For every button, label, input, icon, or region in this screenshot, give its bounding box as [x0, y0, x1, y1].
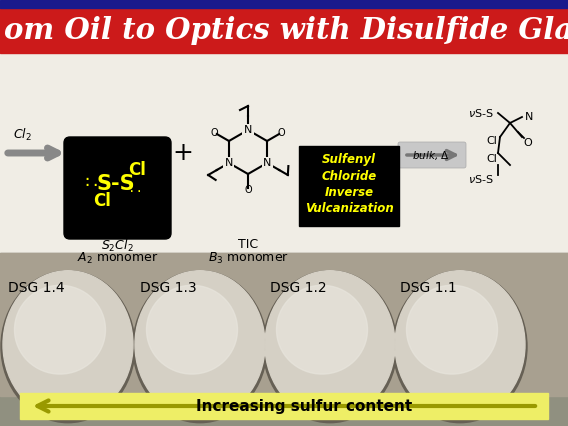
- Ellipse shape: [147, 285, 237, 374]
- Text: $B_3$ monomer: $B_3$ monomer: [207, 251, 289, 266]
- Bar: [20, 393, 548, 419]
- Text: $S_2Cl_2$: $S_2Cl_2$: [101, 238, 134, 254]
- Text: Increasing sulfur content: Increasing sulfur content: [196, 398, 412, 414]
- Bar: [0, 8, 568, 53]
- Bar: [0, 253, 568, 426]
- Ellipse shape: [133, 271, 267, 423]
- Text: :.: :.: [82, 173, 101, 188]
- Ellipse shape: [265, 271, 395, 419]
- Text: DSG 1.4: DSG 1.4: [8, 281, 65, 295]
- Ellipse shape: [15, 285, 106, 374]
- Ellipse shape: [395, 271, 525, 419]
- Text: Cl: Cl: [486, 136, 497, 146]
- Text: Cl: Cl: [128, 161, 147, 179]
- Text: bulk, $\Delta$: bulk, $\Delta$: [412, 149, 450, 161]
- Ellipse shape: [407, 285, 498, 374]
- Text: O: O: [523, 138, 532, 148]
- Text: DSG 1.2: DSG 1.2: [270, 281, 327, 295]
- Bar: [0, 53, 568, 253]
- Text: $\nu$S-S: $\nu$S-S: [468, 107, 494, 119]
- Ellipse shape: [263, 271, 397, 423]
- FancyBboxPatch shape: [398, 142, 466, 168]
- FancyBboxPatch shape: [299, 146, 399, 226]
- Text: DSG 1.3: DSG 1.3: [140, 281, 197, 295]
- Text: N: N: [225, 158, 233, 168]
- Bar: [0, 253, 568, 396]
- Text: Cl: Cl: [486, 154, 497, 164]
- Ellipse shape: [135, 271, 265, 419]
- Bar: [0, 0, 568, 8]
- Text: O: O: [278, 128, 285, 138]
- Text: Cl: Cl: [94, 192, 111, 210]
- Text: om Oil to Optics with Disulfide Gla: om Oil to Optics with Disulfide Gla: [4, 16, 568, 45]
- Ellipse shape: [3, 271, 133, 419]
- Text: N: N: [244, 125, 252, 135]
- Text: N: N: [525, 112, 533, 122]
- Ellipse shape: [277, 285, 367, 374]
- Text: +: +: [173, 141, 194, 165]
- Text: $\nu$S-S: $\nu$S-S: [468, 173, 494, 185]
- FancyBboxPatch shape: [64, 137, 171, 239]
- Ellipse shape: [1, 271, 135, 423]
- Text: O: O: [244, 185, 252, 196]
- Text: $Cl_2$: $Cl_2$: [12, 127, 31, 143]
- Text: DSG 1.1: DSG 1.1: [400, 281, 457, 295]
- Ellipse shape: [393, 271, 527, 423]
- Text: :.: :.: [128, 182, 143, 196]
- Text: $A_2$ monomer: $A_2$ monomer: [77, 251, 158, 266]
- Text: Sulfenyl
Chloride
Inverse
Vulcanization: Sulfenyl Chloride Inverse Vulcanization: [304, 153, 394, 216]
- Text: TIC: TIC: [238, 238, 258, 251]
- Text: N: N: [263, 158, 272, 168]
- Text: S-S: S-S: [96, 174, 135, 194]
- Text: O: O: [211, 128, 219, 138]
